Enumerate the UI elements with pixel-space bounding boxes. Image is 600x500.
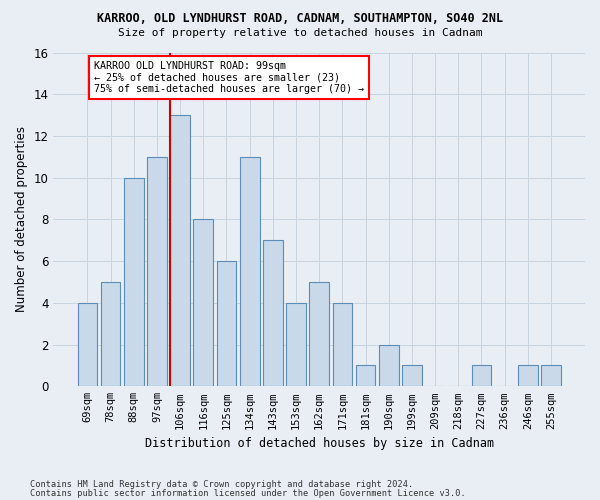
Bar (472, 366, 491, 386)
Bar (402, 366, 422, 386)
Bar (356, 366, 376, 386)
Bar (124, 178, 143, 386)
Bar (263, 240, 283, 386)
Text: KARROO OLD LYNDHURST ROAD: 99sqm
← 25% of detached houses are smaller (23)
75% o: KARROO OLD LYNDHURST ROAD: 99sqm ← 25% o… (94, 61, 364, 94)
Text: Contains public sector information licensed under the Open Government Licence v3: Contains public sector information licen… (30, 488, 466, 498)
Bar (518, 366, 538, 386)
Bar (101, 282, 121, 387)
X-axis label: Distribution of detached houses by size in Cadnam: Distribution of detached houses by size … (145, 437, 494, 450)
Text: Contains HM Land Registry data © Crown copyright and database right 2024.: Contains HM Land Registry data © Crown c… (30, 480, 413, 489)
Bar (379, 344, 398, 387)
Bar (147, 157, 167, 386)
Text: Size of property relative to detached houses in Cadnam: Size of property relative to detached ho… (118, 28, 482, 38)
Bar (217, 261, 236, 386)
Bar (193, 220, 213, 386)
Bar (541, 366, 561, 386)
Bar (310, 282, 329, 387)
Bar (170, 115, 190, 386)
Bar (332, 303, 352, 386)
Bar (286, 303, 306, 386)
Text: KARROO, OLD LYNDHURST ROAD, CADNAM, SOUTHAMPTON, SO40 2NL: KARROO, OLD LYNDHURST ROAD, CADNAM, SOUT… (97, 12, 503, 26)
Bar (240, 157, 260, 386)
Bar (77, 303, 97, 386)
Y-axis label: Number of detached properties: Number of detached properties (15, 126, 28, 312)
